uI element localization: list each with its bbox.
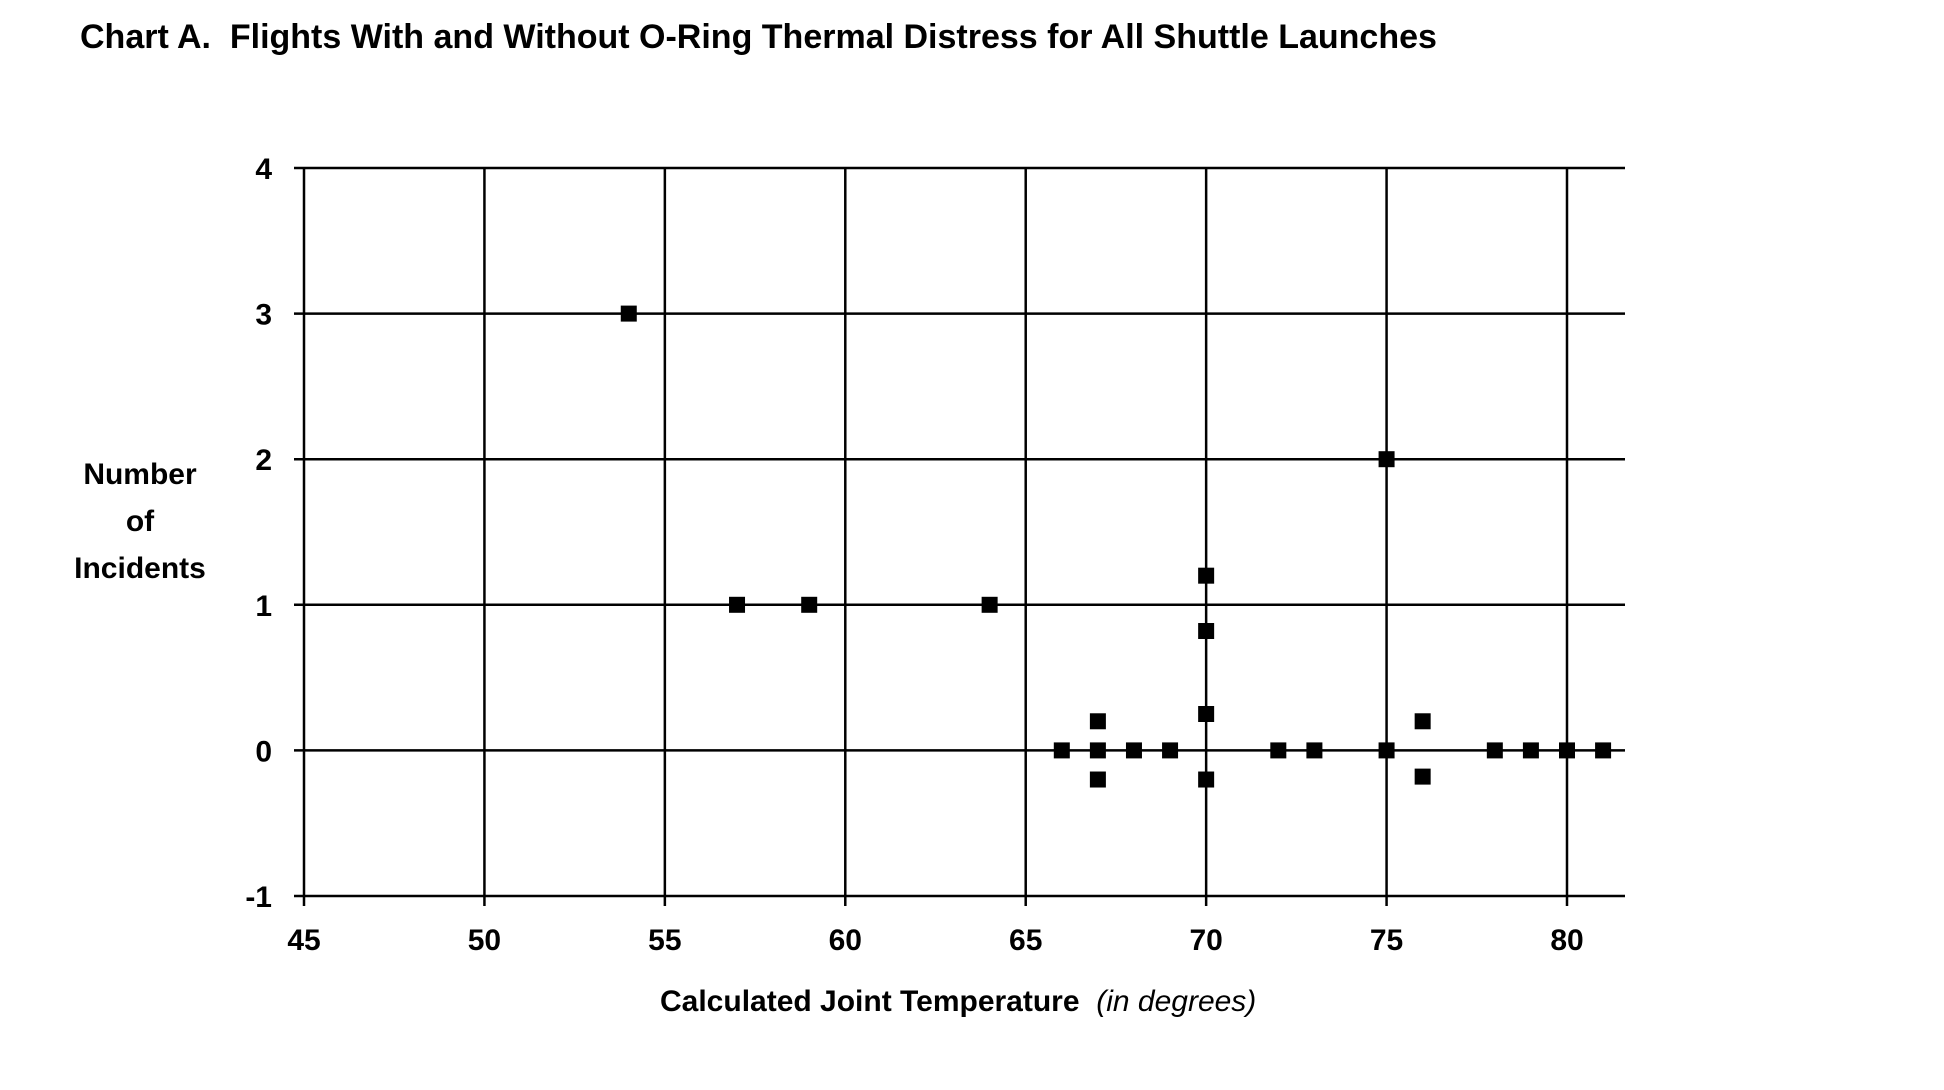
y-tick-label: 4 <box>255 153 272 186</box>
data-point <box>1198 771 1215 788</box>
data-point-layer <box>620 305 1612 788</box>
data-point <box>1125 742 1142 759</box>
data-point <box>1053 742 1070 759</box>
y-tick-label: 1 <box>255 590 272 623</box>
y-axis-label-line-1: Number <box>83 458 197 491</box>
data-point <box>801 596 818 613</box>
data-point <box>1198 623 1215 640</box>
x-tick-label: 75 <box>1370 924 1403 957</box>
data-point <box>1089 742 1106 759</box>
y-axis-label-line-2: of <box>125 505 155 538</box>
x-tick-label: 45 <box>287 924 320 957</box>
data-point <box>1522 742 1539 759</box>
grid-layer <box>294 166 1625 906</box>
y-tick-label: -1 <box>245 881 272 914</box>
data-point <box>1378 451 1395 468</box>
data-point <box>1089 713 1106 730</box>
data-point <box>1414 768 1431 785</box>
data-point <box>1162 742 1179 759</box>
x-tick-label: 55 <box>648 924 681 957</box>
data-point <box>1306 742 1323 759</box>
y-tick-label: 0 <box>255 735 272 768</box>
x-tick-label: 50 <box>468 924 501 957</box>
data-point <box>1089 771 1106 788</box>
data-point <box>1270 742 1287 759</box>
tick-label-layer: -1 0 1 2 3 4 45 50 55 60 65 70 75 80 <box>245 153 1583 957</box>
data-point <box>1414 713 1431 730</box>
y-tick-label: 2 <box>255 444 272 477</box>
x-tick-label: 60 <box>829 924 862 957</box>
data-point <box>1198 567 1215 584</box>
data-point <box>620 305 637 322</box>
y-tick-label: 3 <box>255 299 272 332</box>
x-axis-label-text: Calculated Joint Temperature <box>660 985 1080 1018</box>
x-tick-label: 65 <box>1009 924 1042 957</box>
y-axis-label-line-3: Incidents <box>74 552 206 585</box>
data-point <box>1486 742 1503 759</box>
data-point <box>1595 742 1612 759</box>
x-axis-label: Calculated Joint Temperature (in degrees… <box>660 985 1256 1019</box>
data-point <box>1559 742 1575 759</box>
x-axis-label-note: (in degrees) <box>1096 985 1257 1018</box>
data-point <box>1198 706 1215 722</box>
x-tick-label: 70 <box>1189 924 1222 957</box>
data-point <box>1378 742 1395 759</box>
data-point <box>729 596 746 613</box>
x-tick-label: 80 <box>1550 924 1583 957</box>
data-point <box>981 596 998 613</box>
chart-title: Chart A. Flights With and Without O-Ring… <box>80 18 1437 56</box>
